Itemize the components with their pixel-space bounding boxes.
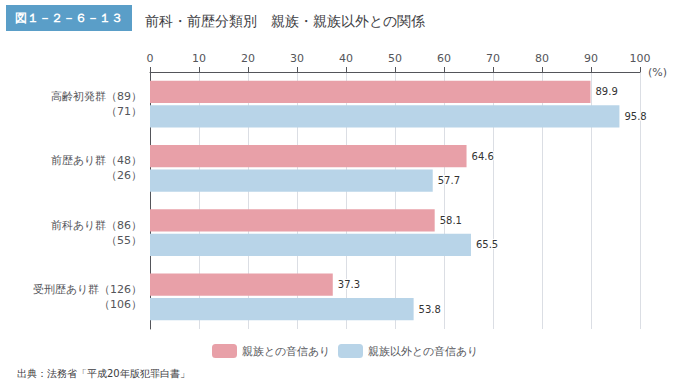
svg-text:図１－２－６－１３: 図１－２－６－１３ xyxy=(15,11,123,25)
svg-text:50: 50 xyxy=(388,52,402,65)
svg-text:37.3: 37.3 xyxy=(338,279,360,290)
svg-text:70: 70 xyxy=(486,52,500,65)
svg-text:90: 90 xyxy=(584,52,598,65)
svg-text:前歴あり群（48）: 前歴あり群（48） xyxy=(51,154,142,167)
svg-text:58.1: 58.1 xyxy=(440,215,462,226)
svg-text:親族との音信あり: 親族との音信あり xyxy=(242,345,330,358)
svg-text:40: 40 xyxy=(339,52,353,65)
svg-text:受刑歴あり群（126）: 受刑歴あり群（126） xyxy=(33,283,142,296)
svg-text:100: 100 xyxy=(630,52,651,65)
svg-text:80: 80 xyxy=(535,52,549,65)
svg-text:60: 60 xyxy=(437,52,451,65)
svg-text:20: 20 xyxy=(241,52,255,65)
svg-text:30: 30 xyxy=(290,52,304,65)
svg-text:64.6: 64.6 xyxy=(472,151,494,162)
svg-text:前科・前歴分類別 親族・親族以外との関係: 前科・前歴分類別 親族・親族以外との関係 xyxy=(145,13,425,29)
svg-text:0: 0 xyxy=(147,52,154,65)
svg-text:親族以外との音信あり: 親族以外との音信あり xyxy=(368,345,478,358)
svg-text:89.9: 89.9 xyxy=(596,86,618,97)
svg-text:57.7: 57.7 xyxy=(438,175,460,186)
svg-text:95.8: 95.8 xyxy=(624,111,646,122)
svg-text:（71）: （71） xyxy=(106,105,142,118)
svg-text:(%): (%) xyxy=(648,66,667,79)
svg-text:53.8: 53.8 xyxy=(419,304,441,315)
svg-text:高齢初発群（89）: 高齢初発群（89） xyxy=(51,90,142,103)
svg-text:65.5: 65.5 xyxy=(476,239,498,250)
svg-text:（106）: （106） xyxy=(99,298,142,311)
svg-text:前科あり群（86）: 前科あり群（86） xyxy=(51,219,142,232)
svg-text:10: 10 xyxy=(192,52,206,65)
svg-text:（26）: （26） xyxy=(106,169,142,182)
svg-text:出典：法務省「平成20年版犯罪白書」: 出典：法務省「平成20年版犯罪白書」 xyxy=(17,368,190,379)
svg-text:（55）: （55） xyxy=(106,234,142,247)
